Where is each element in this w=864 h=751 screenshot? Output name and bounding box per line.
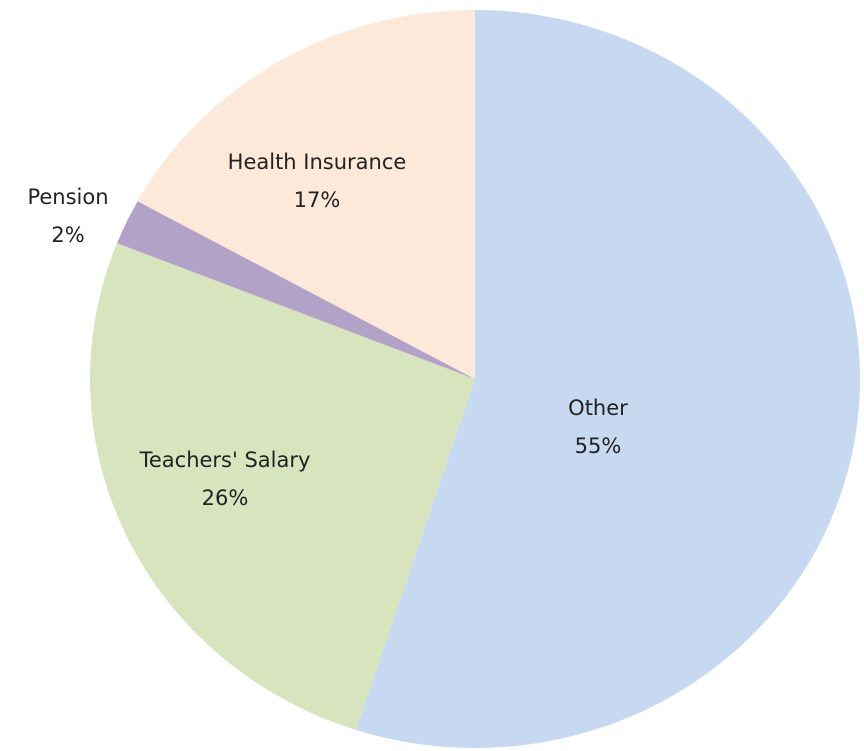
pie-slice: [117, 201, 475, 379]
slice-value: 55%: [575, 434, 622, 458]
slice-value: 2%: [51, 223, 84, 247]
slice-label: Teachers' Salary: [139, 448, 311, 472]
pie-slice: [90, 243, 476, 730]
pie-slice: [356, 10, 860, 749]
pie-slice: [137, 10, 475, 379]
slice-value: 17%: [294, 188, 341, 212]
slice-label: Other: [568, 396, 628, 420]
slice-label: Pension: [27, 185, 108, 209]
slice-label: Health Insurance: [228, 150, 407, 174]
slice-value: 26%: [202, 486, 249, 510]
